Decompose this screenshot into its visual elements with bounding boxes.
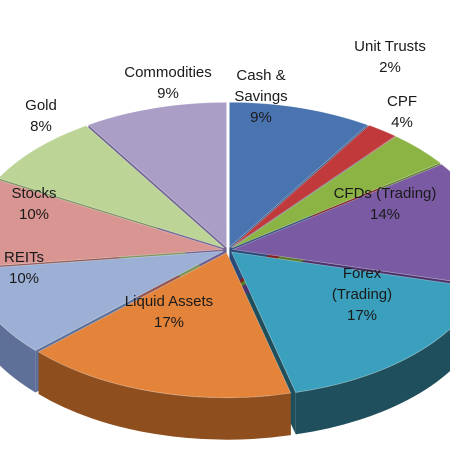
pie-slice-unit-trusts — [230, 124, 397, 249]
slice-percent: 14% — [370, 206, 400, 223]
slice-label-cpf: CPF 4% — [387, 93, 417, 131]
pie-labels: Cash & Savings 9% Unit Trusts 2% CPF 4% CFDs (T… — [4, 38, 436, 331]
slice-name: Stocks — [11, 185, 56, 202]
slice-label-commodities: Commodities 9% — [124, 64, 212, 102]
pie-slice-stocks — [0, 180, 224, 266]
slice-name: Unit Trusts — [354, 38, 426, 55]
slice-name: CFDs (Trading) — [334, 185, 437, 202]
slice-percent: 10% — [9, 270, 39, 287]
slice-name: CPF — [387, 93, 417, 110]
slice-percent: 2% — [379, 59, 401, 76]
slice-percent: 10% — [19, 206, 49, 223]
slice-name: Commodities — [124, 64, 212, 81]
slice-name: Gold — [25, 97, 57, 114]
slice-label-cash-savings: Cash & Savings 9% — [234, 67, 287, 126]
slice-label-gold: Gold 8% — [25, 97, 57, 135]
pie-tops — [0, 101, 450, 399]
slice-name: Liquid Assets — [125, 293, 213, 310]
slice-percent: 9% — [157, 85, 179, 102]
slice-label-unit-trusts: Unit Trusts 2% — [354, 38, 426, 76]
slice-name: Savings — [234, 88, 287, 105]
slice-side-forex-trading — [295, 329, 450, 435]
slice-label-stocks: Stocks 10% — [11, 185, 56, 223]
slice-name: (Trading) — [332, 286, 392, 303]
slice-label-cfds-trading: CFDs (Trading) 14% — [334, 185, 437, 223]
pie-slice-gold — [0, 125, 225, 249]
pie-slice-reits — [0, 250, 224, 351]
slice-name: Cash & — [236, 67, 285, 84]
pie-slice-commodities — [87, 101, 228, 249]
slice-side-liquid-assets — [38, 351, 291, 440]
pie-slice-cash-savings — [228, 101, 369, 249]
pie-slice-cpf — [231, 135, 442, 249]
slice-side-reits — [0, 323, 36, 393]
slice-label-liquid-assets: Liquid Assets 17% — [125, 293, 213, 331]
slice-label-reits: REITs 10% — [4, 249, 44, 287]
slice-percent: 9% — [250, 109, 272, 126]
pie-slice-cfds-trading — [231, 163, 450, 282]
slice-name: Forex — [343, 265, 382, 282]
slice-label-forex-trading: Forex (Trading) 17% — [332, 265, 392, 324]
slice-percent: 8% — [30, 118, 52, 135]
slice-percent: 4% — [391, 114, 413, 131]
pie-slice-forex-trading — [230, 251, 450, 393]
slice-name: REITs — [4, 249, 44, 266]
slice-percent: 17% — [347, 307, 377, 324]
slice-percent: 17% — [154, 314, 184, 331]
pie-slice-liquid-assets — [37, 252, 292, 399]
